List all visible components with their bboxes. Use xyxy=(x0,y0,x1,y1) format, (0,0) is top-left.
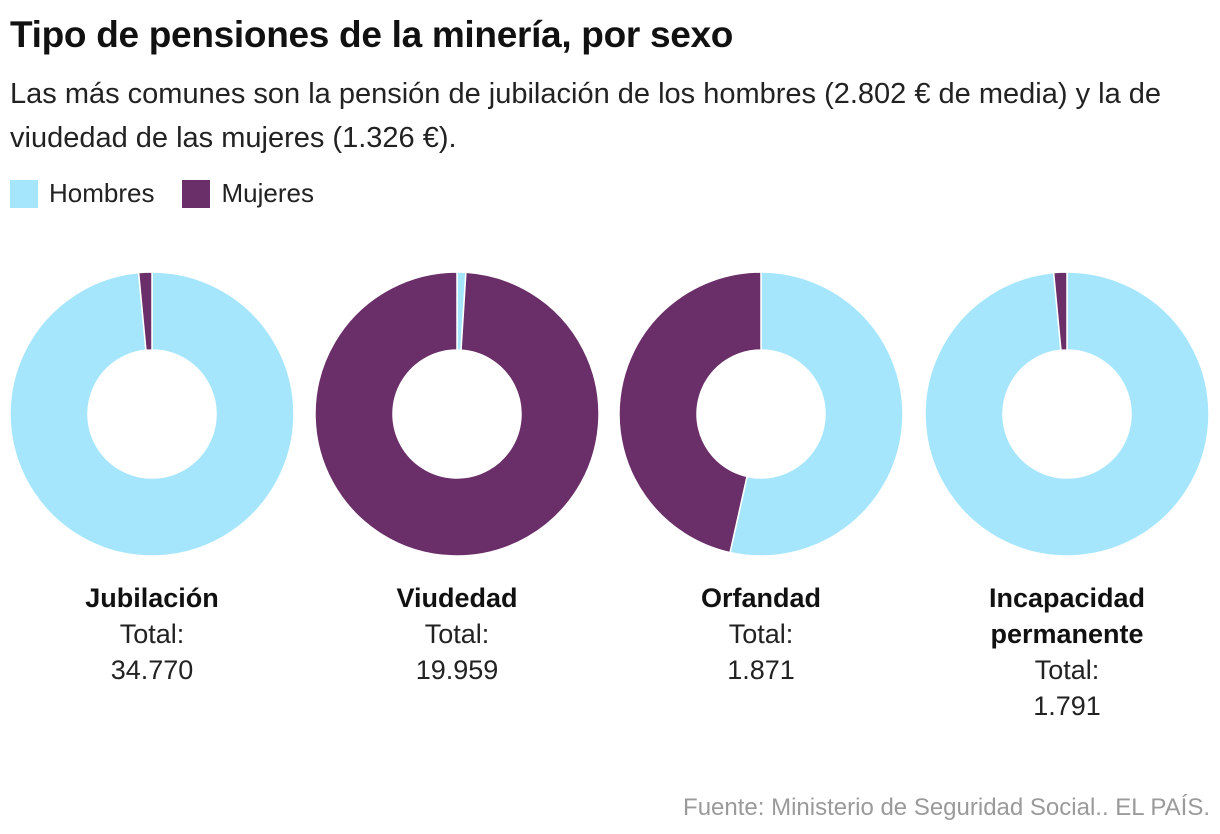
legend-label-hombres: Hombres xyxy=(49,178,155,208)
slice-mujeres xyxy=(137,271,153,352)
slice-mujeres xyxy=(618,271,762,554)
total-label: Total: xyxy=(1034,655,1100,685)
total-value: 34.770 xyxy=(110,655,194,685)
donut-chart-orfandad xyxy=(618,271,904,557)
category-name: Incapacidad permanente xyxy=(988,583,1146,649)
legend: Hombres Mujeres xyxy=(10,178,342,209)
category-name: Orfandad xyxy=(700,583,821,613)
total-label: Total: xyxy=(728,619,794,649)
donut-caption: Orfandad Total: 1.871 xyxy=(611,580,911,688)
slice-mujeres xyxy=(314,271,600,557)
chart-subtitle: Las más comunes son la pensión de jubila… xyxy=(10,78,1162,154)
donut-panel-orfandad: Orfandad Total: 1.871 xyxy=(611,270,911,740)
category-name: Viudedad xyxy=(396,583,518,613)
legend-label-mujeres: Mujeres xyxy=(221,178,314,208)
source-note: Fuente: Ministerio de Seguridad Social..… xyxy=(683,794,1210,821)
total-value: 19.959 xyxy=(415,655,499,685)
slice-hombres xyxy=(729,271,904,557)
category-name: Jubilación xyxy=(85,583,219,613)
donut-panel-viudedad: Viudedad Total: 19.959 xyxy=(307,270,607,740)
chart-title: Tipo de pensiones de la minería, por sex… xyxy=(10,14,734,55)
donut-caption: Viudedad Total: 19.959 xyxy=(307,580,607,688)
total-label: Total: xyxy=(119,619,185,649)
slice-hombres xyxy=(9,271,295,557)
slice-hombres xyxy=(924,271,1210,557)
total-value: 1.871 xyxy=(727,655,795,685)
donut-chart-incapacidad xyxy=(924,271,1210,557)
donut-chart-jubilacion xyxy=(9,271,295,557)
legend-item-hombres: Hombres xyxy=(10,178,154,209)
donut-panel-incapacidad: Incapacidad permanente Total: 1.791 xyxy=(917,270,1217,740)
total-value: 1.791 xyxy=(1033,691,1101,721)
donut-caption: Jubilación Total: 34.770 xyxy=(2,580,302,688)
slice-mujeres xyxy=(1052,271,1068,352)
legend-item-mujeres: Mujeres xyxy=(182,178,314,209)
legend-swatch-mujeres xyxy=(182,179,211,208)
legend-swatch-hombres xyxy=(10,179,38,208)
total-label: Total: xyxy=(424,619,490,649)
donut-caption: Incapacidad permanente Total: 1.791 xyxy=(917,580,1217,724)
donut-panel-jubilacion: Jubilación Total: 34.770 xyxy=(2,270,302,740)
donut-chart-viudedad xyxy=(314,271,600,557)
